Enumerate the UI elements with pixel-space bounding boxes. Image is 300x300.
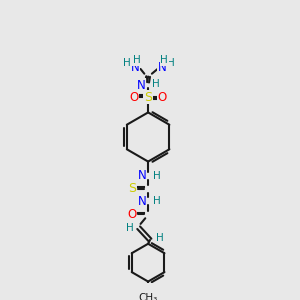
Text: H: H (153, 196, 160, 206)
Text: H: H (152, 79, 160, 89)
Text: N: N (158, 61, 167, 74)
Text: N: N (137, 195, 146, 208)
Text: H: H (156, 233, 163, 243)
Text: H: H (167, 58, 175, 68)
Text: S: S (128, 182, 136, 196)
Text: O: O (129, 91, 139, 104)
Text: N: N (136, 79, 145, 92)
Text: H: H (123, 58, 131, 68)
Text: H: H (153, 171, 160, 181)
Text: O: O (158, 91, 167, 104)
Text: H: H (160, 56, 168, 65)
Text: N: N (130, 61, 139, 74)
Text: H: H (133, 56, 141, 65)
Text: N: N (137, 169, 146, 182)
Text: H: H (126, 223, 134, 233)
Text: S: S (144, 91, 152, 104)
Text: CH₃: CH₃ (139, 292, 158, 300)
Text: O: O (128, 208, 137, 221)
